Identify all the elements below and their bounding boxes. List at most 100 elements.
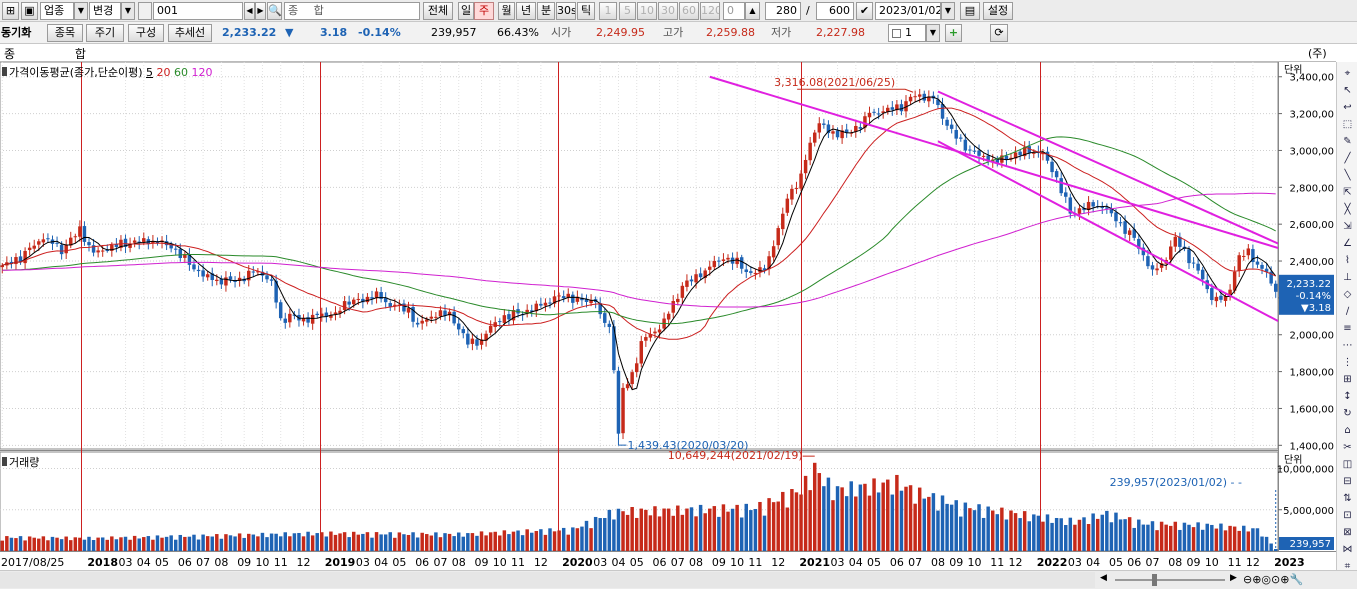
volume-bar (1091, 513, 1095, 551)
drawing-tool-icon-12[interactable]: ⊥ (1343, 272, 1352, 283)
search-icon[interactable]: 🔍 (267, 2, 282, 20)
drawing-tool-icon-26[interactable]: ⊡ (1343, 510, 1352, 521)
market-type-dropdown-icon[interactable]: ▼ (74, 2, 88, 20)
ma-legend[interactable]: 가격이동평균(종가,단순이평) 5 20 60 120 (2, 64, 213, 80)
drawing-tool-icon-0[interactable]: ⌖ (1344, 68, 1351, 79)
tab-3[interactable]: 추세선 (168, 24, 212, 42)
change-dropdown-icon[interactable]: ▼ (121, 2, 135, 20)
drawing-tool-icon-21[interactable]: ⌂ (1344, 425, 1351, 436)
volume-bar (530, 532, 534, 551)
drawing-tool-icon-18[interactable]: ⊞ (1343, 374, 1352, 385)
zoom-slider-thumb[interactable] (1152, 574, 1157, 586)
volume-bar (1242, 525, 1246, 551)
volume-legend[interactable]: 거래량 (2, 454, 39, 470)
drawing-tool-icon-19[interactable]: ↕ (1343, 391, 1352, 402)
date-dropdown-icon[interactable]: ▼ (941, 2, 955, 20)
expand-icon[interactable]: ⊞ (2, 2, 19, 20)
volume-tick-label: 10,000,000 (1277, 465, 1334, 476)
total-input[interactable]: 600 (816, 2, 854, 20)
drawing-tool-icon-28[interactable]: ⋈ (1342, 544, 1353, 555)
settings-button[interactable]: 설정 (983, 2, 1013, 20)
chart-scrollbar[interactable]: ◀ ▶ ⊖⊕◎⊙⊕🔧 (0, 570, 1357, 589)
minute-button-5[interactable]: 120 (700, 2, 720, 20)
date-input[interactable]: 2023/01/02 (875, 2, 941, 20)
drawing-tool-icon-15[interactable]: ≡ (1343, 323, 1352, 334)
minute-button-4[interactable]: 60 (679, 2, 699, 20)
candle-body (557, 295, 561, 297)
drawing-tool-icon-7[interactable]: ⇱ (1343, 187, 1352, 198)
drawing-tool-icon-17[interactable]: ⋮ (1342, 357, 1353, 368)
zoom-controls-icon[interactable]: ⊖⊕◎⊙⊕🔧 (1243, 573, 1304, 586)
drawing-tool-icon-8[interactable]: ╳ (1344, 204, 1351, 215)
next-icon[interactable]: ▶ (255, 2, 266, 20)
period-button-0[interactable]: 일 (458, 2, 474, 20)
drawing-tool-icon-22[interactable]: ✂ (1343, 442, 1352, 453)
market-type-select[interactable]: 업종 (40, 2, 74, 20)
period-button-3[interactable]: 년 (516, 2, 536, 20)
volume-bar (192, 534, 196, 551)
drawing-tool-icon-9[interactable]: ⇲ (1343, 221, 1352, 232)
tick-input[interactable]: 0 (723, 2, 745, 20)
drawing-tool-icon-25[interactable]: ⇅ (1343, 493, 1352, 504)
code-checkbox[interactable] (138, 2, 152, 20)
change-select[interactable]: 변경 (89, 2, 121, 20)
period-button-1[interactable]: 주 (474, 2, 494, 20)
drawing-tool-icon-13[interactable]: ◇ (1343, 289, 1352, 300)
zoom-slider-track[interactable] (1115, 579, 1225, 581)
minute-button-0[interactable]: 1 (599, 2, 617, 20)
scroll-track[interactable] (0, 572, 1095, 588)
tab-0[interactable]: 종목 (47, 24, 83, 42)
add-icon[interactable]: + (945, 24, 962, 42)
print-icon[interactable]: ▤ (960, 2, 980, 20)
drawing-tool-icon-27[interactable]: ⊠ (1343, 527, 1352, 538)
drawing-tool-icon-23[interactable]: ◫ (1342, 459, 1353, 470)
spin-input[interactable]: 1 (888, 24, 926, 42)
drawing-tool-icon-24[interactable]: ⊟ (1343, 476, 1352, 487)
spin-dropdown-icon[interactable]: ▼ (926, 24, 940, 42)
checkmark-icon[interactable]: ✔ (856, 2, 873, 20)
x-tick-label: 08 (689, 556, 703, 569)
volume-bar (1022, 511, 1027, 551)
minute-button-1[interactable]: 5 (619, 2, 636, 20)
drawing-tool-icon-5[interactable]: ╱ (1344, 153, 1351, 164)
drawing-tool-icon-20[interactable]: ↻ (1343, 408, 1352, 419)
candle-body (301, 318, 306, 322)
volume-bar (1137, 519, 1141, 551)
volume-bar (333, 534, 338, 551)
drawing-tool-icon-6[interactable]: ╲ (1344, 170, 1351, 181)
drawing-tool-icon-16[interactable]: ⋯ (1342, 340, 1353, 351)
drawing-tool-icon-4[interactable]: ✎ (1343, 136, 1352, 147)
drawing-tool-icon-10[interactable]: ∠ (1343, 238, 1352, 249)
candle-body (904, 101, 908, 112)
scroll-right-icon[interactable]: ▶ (1230, 573, 1237, 583)
period-button-5[interactable]: 30s (556, 2, 576, 20)
tab-1[interactable]: 주기 (86, 24, 124, 42)
minute-button-2[interactable]: 10 (637, 2, 657, 20)
drawing-tool-icon-29[interactable]: ⌗ (1344, 561, 1351, 572)
x-tick-label: 11 (274, 556, 288, 569)
all-button[interactable]: 전체 (423, 2, 453, 20)
tick-spin-icon[interactable]: ▲ (745, 2, 760, 20)
period-button-6[interactable]: 틱 (577, 2, 595, 20)
code-input[interactable]: 001 (153, 2, 243, 20)
period-button-4[interactable]: 분 (537, 2, 555, 20)
period-button-2[interactable]: 월 (498, 2, 515, 20)
drawing-tool-icon-3[interactable]: ⬚ (1342, 119, 1353, 130)
save-icon[interactable]: ▣ (21, 2, 38, 20)
x-tick-label: 07 (433, 556, 447, 569)
refresh-icon[interactable]: ⟳ (990, 24, 1008, 42)
candle-body (466, 333, 470, 345)
scroll-left-icon[interactable]: ◀ (1100, 573, 1107, 583)
volume-bar (14, 538, 18, 551)
drawing-tool-icon-14[interactable]: ∕ (1345, 306, 1350, 317)
minute-button-3[interactable]: 30 (658, 2, 678, 20)
count-input[interactable]: 280 (765, 2, 801, 20)
volume-bar (1255, 528, 1260, 551)
volume-bar (790, 489, 794, 551)
prev-icon[interactable]: ◀ (244, 2, 255, 20)
price-panel-frame (0, 61, 1279, 450)
drawing-tool-icon-11[interactable]: ⌇ (1345, 255, 1350, 266)
tab-2[interactable]: 구성 (128, 24, 164, 42)
drawing-tool-icon-2[interactable]: ↩ (1343, 102, 1352, 113)
drawing-tool-icon-1[interactable]: ↖ (1343, 85, 1352, 96)
